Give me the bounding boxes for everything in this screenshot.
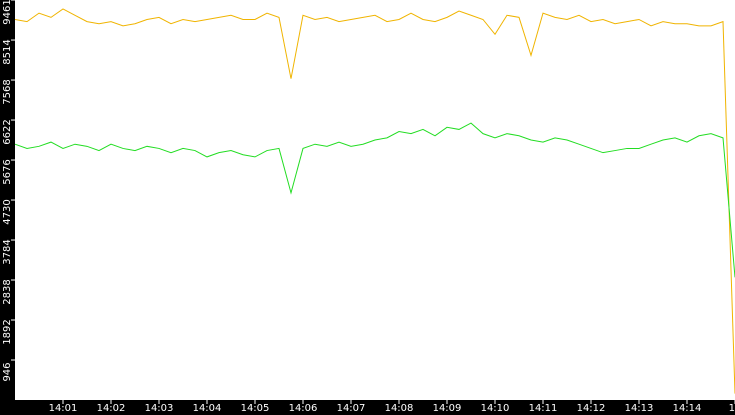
series-line bbox=[14, 122, 735, 278]
y-tick-label: 8514 bbox=[2, 39, 13, 64]
x-tick-label: 14:11 bbox=[529, 403, 558, 414]
y-tick-label: 9461 bbox=[2, 0, 13, 25]
x-tick-label: 14:12 bbox=[577, 403, 606, 414]
x-tick-label: 14 bbox=[729, 403, 735, 414]
x-tick-label: 14:06 bbox=[289, 403, 318, 414]
x-tick-label: 14:13 bbox=[625, 403, 654, 414]
x-tick-label: 14:14 bbox=[673, 403, 702, 414]
x-tick-label: 14:09 bbox=[433, 403, 462, 414]
x-tick-label: 14:03 bbox=[145, 403, 174, 414]
y-tick-label: 2838 bbox=[2, 279, 13, 304]
x-tick-label: 14:07 bbox=[337, 403, 366, 414]
x-tick-label: 14:01 bbox=[49, 403, 78, 414]
y-tick-label: 6622 bbox=[2, 119, 13, 144]
y-tick-label: 946 bbox=[2, 362, 13, 381]
plot-area bbox=[15, 0, 735, 400]
y-tick-label: 4730 bbox=[2, 199, 13, 224]
x-tick-label: 14:02 bbox=[97, 403, 126, 414]
x-tick-label: 14:05 bbox=[241, 403, 270, 414]
series-line bbox=[14, 8, 735, 394]
x-tick-label: 14:10 bbox=[481, 403, 510, 414]
y-tick-label: 7568 bbox=[2, 79, 13, 104]
x-tick-label: 14:04 bbox=[193, 403, 222, 414]
y-tick-label: 5676 bbox=[2, 159, 13, 184]
y-tick-label: 3784 bbox=[2, 239, 13, 264]
y-tick-label: 1892 bbox=[2, 319, 13, 344]
x-tick-label: 14:08 bbox=[385, 403, 414, 414]
